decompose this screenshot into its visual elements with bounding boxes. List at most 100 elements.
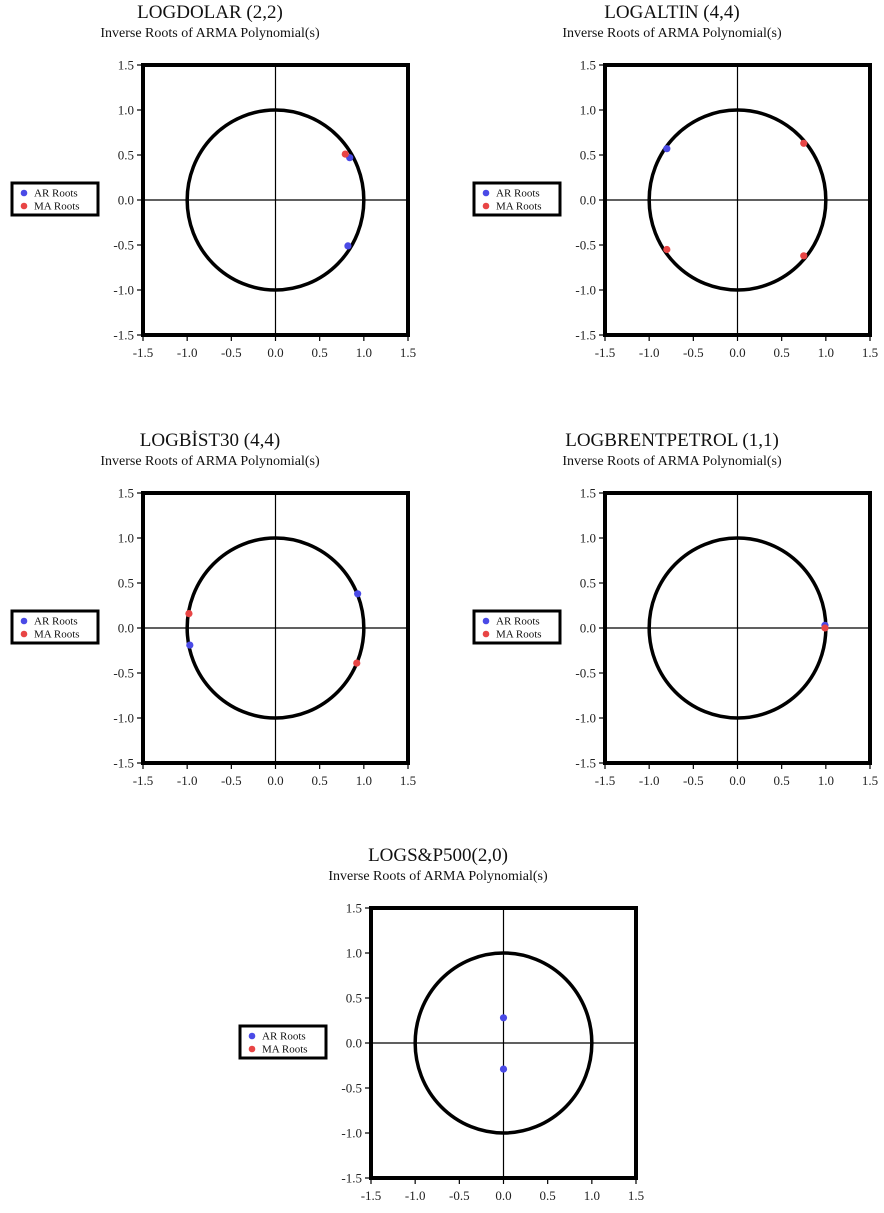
chart-panel: LOGBRENTPETROL (1,1) Inverse Roots of ARM… bbox=[462, 428, 882, 798]
x-tick-label: -1.0 bbox=[405, 1188, 426, 1203]
chart-panel: LOGBİST30 (4,4) Inverse Roots of ARMA Pol… bbox=[0, 428, 420, 798]
x-tick-label: 0.5 bbox=[540, 1188, 556, 1203]
ar-legend-marker bbox=[248, 1032, 256, 1040]
y-tick-label: 0.5 bbox=[580, 148, 596, 163]
y-tick-label: -1.0 bbox=[113, 283, 134, 298]
ar-root-point bbox=[354, 590, 362, 598]
legend-box bbox=[472, 609, 562, 645]
chart-subtitle: Inverse Roots of ARMA Polynomial(s) bbox=[328, 869, 548, 884]
y-tick-label: -1.5 bbox=[113, 328, 134, 343]
x-tick-label: -1.5 bbox=[595, 345, 616, 360]
y-tick-label: -1.0 bbox=[341, 1126, 362, 1141]
chart-subtitle: Inverse Roots of ARMA Polynomial(s) bbox=[562, 26, 782, 41]
y-tick-label: 0.5 bbox=[118, 148, 134, 163]
x-tick-label: -1.5 bbox=[595, 773, 616, 788]
y-tick-label: -1.5 bbox=[341, 1171, 362, 1186]
y-tick-label: 1.0 bbox=[580, 531, 596, 546]
legend-box bbox=[238, 1024, 328, 1060]
unit-circle bbox=[647, 108, 828, 292]
legend-box bbox=[472, 181, 562, 217]
ar-legend-marker bbox=[482, 617, 490, 625]
x-tick-label: -1.0 bbox=[177, 345, 198, 360]
y-tick-label: 0.5 bbox=[580, 576, 596, 591]
chart-title: LOGS&P500(2,0) bbox=[368, 845, 508, 866]
ar-legend-label: AR Roots bbox=[34, 616, 78, 628]
chart-plot: 1.5 1.0 0.5 0.0 -0.5 -1.0 -1.5 -1.5 -1.0 -0.5 0.0 0… bbox=[238, 901, 644, 1203]
x-tick-label: 1.5 bbox=[400, 773, 416, 788]
x-tick-label: 0.5 bbox=[774, 345, 790, 360]
ar-root-point bbox=[499, 1014, 508, 1022]
ma-root-point bbox=[341, 150, 349, 158]
ma-root-point bbox=[800, 252, 808, 260]
y-tick-label: 1.5 bbox=[346, 901, 362, 916]
y-tick-label: -1.5 bbox=[575, 756, 596, 771]
y-tick-label: 0.5 bbox=[346, 991, 362, 1006]
ar-legend-label: AR Roots bbox=[496, 616, 540, 628]
chart-title: LOGDOLAR (2,2) bbox=[137, 2, 283, 23]
ma-root-point bbox=[800, 139, 808, 147]
x-tick-label: -0.5 bbox=[221, 773, 242, 788]
ma-legend-marker bbox=[482, 630, 490, 638]
x-tick-label: 1.0 bbox=[818, 345, 834, 360]
y-tick-label: 1.5 bbox=[580, 58, 596, 73]
x-tick-label: 0.0 bbox=[495, 1188, 511, 1203]
x-tick-label: 0.5 bbox=[774, 773, 790, 788]
y-tick-label: 1.5 bbox=[580, 486, 596, 501]
ma-legend-marker bbox=[20, 202, 28, 210]
y-tick-label: -1.5 bbox=[575, 328, 596, 343]
ma-legend-label: MA Roots bbox=[34, 629, 80, 641]
chart-panel: LOGDOLAR (2,2) Inverse Roots of ARMA Poly… bbox=[0, 0, 420, 370]
chart-title: LOGALTIN (4,4) bbox=[604, 2, 740, 23]
x-tick-label: -0.5 bbox=[683, 773, 704, 788]
chart-panel: LOGS&P500(2,0) Inverse Roots of ARMA Poly… bbox=[228, 843, 648, 1213]
x-tick-label: 1.0 bbox=[584, 1188, 600, 1203]
x-tick-label: 1.0 bbox=[818, 773, 834, 788]
chart-plot: 1.5 1.0 0.5 0.0 -0.5 -1.0 -1.5 -1.5 -1.0 -0.5 0.0 0… bbox=[10, 486, 416, 788]
chart-subtitle: Inverse Roots of ARMA Polynomial(s) bbox=[562, 454, 782, 469]
ar-legend-marker bbox=[482, 189, 490, 197]
y-tick-label: 1.0 bbox=[118, 531, 134, 546]
legend-box bbox=[10, 181, 100, 217]
y-tick-label: 0.0 bbox=[118, 193, 134, 208]
y-tick-label: 0.0 bbox=[580, 193, 596, 208]
y-tick-label: -1.0 bbox=[575, 283, 596, 298]
x-tick-label: -1.0 bbox=[639, 345, 660, 360]
y-tick-label: 1.0 bbox=[118, 103, 134, 118]
y-tick-label: 0.0 bbox=[118, 621, 134, 636]
ma-root-point bbox=[663, 245, 671, 254]
chart-plot: 1.5 1.0 0.5 0.0 -0.5 -1.0 -1.5 -1.5 -1.0 -0.5 0.0 0… bbox=[10, 58, 416, 360]
ma-root-point bbox=[353, 659, 361, 667]
y-tick-label: -0.5 bbox=[341, 1081, 362, 1096]
legend-box bbox=[10, 609, 100, 645]
ma-root-point bbox=[821, 624, 829, 632]
chart-title: LOGBİST30 (4,4) bbox=[139, 430, 281, 451]
y-tick-label: 0.0 bbox=[346, 1036, 362, 1051]
x-tick-label: -1.5 bbox=[133, 773, 154, 788]
chart-plot: 1.5 1.0 0.5 0.0 -0.5 -1.0 -1.5 -1.5 -1.0 -0.5 0.0 0… bbox=[472, 486, 878, 788]
x-tick-label: 0.0 bbox=[729, 345, 745, 360]
x-tick-label: 1.5 bbox=[628, 1188, 644, 1203]
chart-panel: LOGALTIN (4,4) Inverse Roots of ARMA Poly… bbox=[462, 0, 882, 370]
ar-legend-marker bbox=[20, 617, 28, 625]
x-tick-label: 0.0 bbox=[729, 773, 745, 788]
x-tick-label: 0.5 bbox=[312, 773, 328, 788]
ar-legend-marker bbox=[20, 189, 28, 197]
x-tick-label: 1.5 bbox=[862, 345, 878, 360]
y-tick-label: 1.0 bbox=[580, 103, 596, 118]
x-tick-label: -1.5 bbox=[133, 345, 154, 360]
ar-legend-label: AR Roots bbox=[34, 188, 78, 200]
ar-root-point bbox=[186, 641, 194, 649]
x-tick-label: -1.5 bbox=[361, 1188, 382, 1203]
ma-legend-marker bbox=[20, 630, 28, 638]
x-tick-label: 0.5 bbox=[312, 345, 328, 360]
ma-legend-marker bbox=[482, 202, 490, 210]
x-tick-label: 1.5 bbox=[400, 345, 416, 360]
unit-circle bbox=[413, 951, 594, 1135]
y-tick-label: 0.5 bbox=[118, 576, 134, 591]
